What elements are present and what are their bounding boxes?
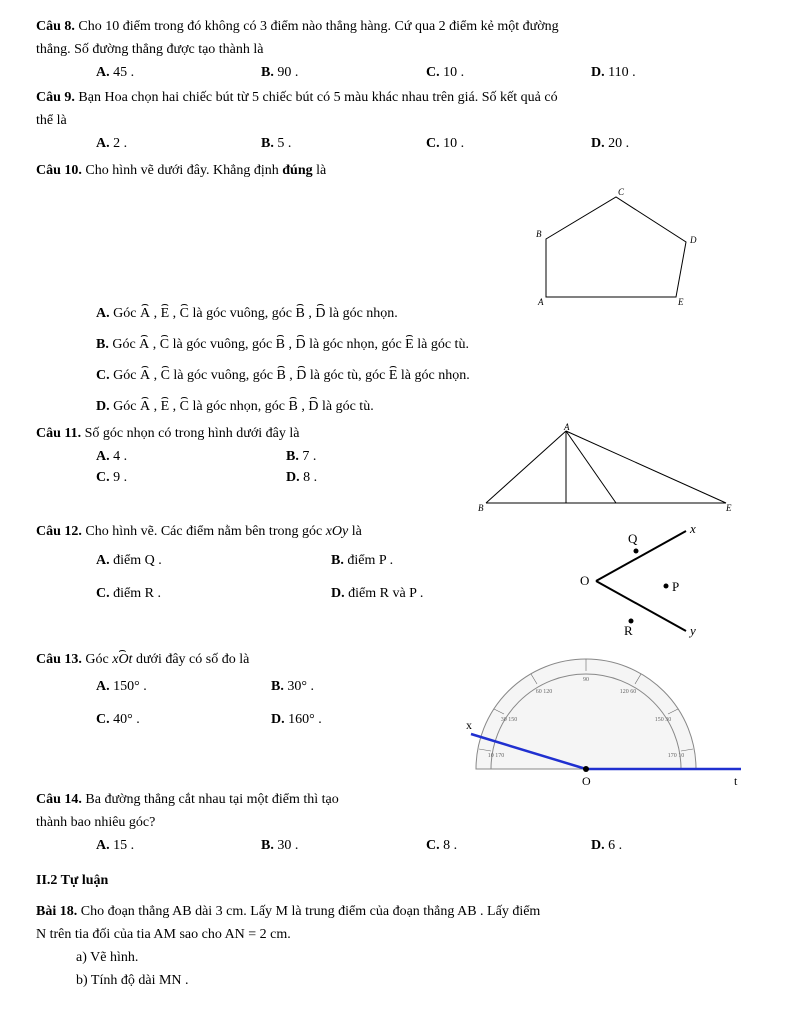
svg-text:E: E bbox=[677, 297, 684, 307]
svg-text:30 150: 30 150 bbox=[501, 717, 518, 723]
svg-text:120 60: 120 60 bbox=[620, 689, 637, 695]
question-11-row: Câu 11. Số góc nhọn có trong hình dưới đ… bbox=[36, 423, 756, 513]
svg-text:10 170: 10 170 bbox=[488, 753, 505, 759]
q9-text-a: Bạn Hoa chọn hai chiếc bút từ 5 chiếc bú… bbox=[78, 90, 557, 105]
q8-choices: A. 45 . B. 90 . C. 10 . D. 110 . bbox=[36, 62, 756, 83]
q9-choices: A. 2 . B. 5 . C. 10 . D. 20 . bbox=[36, 133, 756, 154]
question-11: Câu 11. Số góc nhọn có trong hình dưới đ… bbox=[36, 423, 476, 444]
svg-text:A: A bbox=[563, 423, 570, 432]
bai-18: Bài 18. Cho đoạn thẳng AB dài 3 cm. Lấy … bbox=[36, 901, 756, 922]
question-14: Câu 14. Ba đường thẳng cắt nhau tại một … bbox=[36, 789, 756, 810]
svg-text:B: B bbox=[536, 229, 542, 239]
q8-text-b: thẳng. Số đường thẳng được tạo thành là bbox=[36, 39, 756, 60]
q9-label: Câu 9. bbox=[36, 90, 75, 105]
svg-text:B: B bbox=[478, 503, 484, 513]
question-12-row: Câu 12. Cho hình vẽ. Các điểm nằm bên tr… bbox=[36, 521, 756, 641]
q14-label: Câu 14. bbox=[36, 792, 82, 807]
q14-choices: A. 15 . B. 30 . C. 8 . D. 6 . bbox=[36, 835, 756, 856]
svg-text:170 10: 170 10 bbox=[668, 753, 685, 759]
svg-text:E: E bbox=[725, 503, 732, 513]
b18-a: a) Vẽ hình. bbox=[36, 947, 756, 968]
svg-text:O: O bbox=[580, 573, 589, 588]
question-10: Câu 10. Cho hình vẽ dưới đây. Khẳng định… bbox=[36, 160, 756, 181]
question-8: Câu 8. Cho 10 điểm trong đó không có 3 đ… bbox=[36, 16, 756, 37]
question-12: Câu 12. Cho hình vẽ. Các điểm nằm bên tr… bbox=[36, 521, 566, 542]
q11-choices: A. 4 . B. 7 . C. 9 . D. 8 . bbox=[36, 446, 476, 488]
svg-text:x: x bbox=[689, 521, 696, 536]
q13-label: Câu 13. bbox=[36, 652, 82, 667]
b18-b: b) Tính độ dài MN . bbox=[36, 970, 756, 991]
svg-text:D: D bbox=[689, 235, 697, 245]
svg-text:x: x bbox=[466, 718, 472, 732]
q13-choices: A. 150° . B. 30° . C. 40° . D. 160° . bbox=[36, 676, 446, 730]
section-2-heading: II.2 Tự luận bbox=[36, 870, 756, 891]
b18-label: Bài 18. bbox=[36, 904, 77, 919]
q9-text-b: thể là bbox=[36, 110, 756, 131]
q11-figure: A B E bbox=[476, 423, 736, 513]
q10-opt-c: C. Góc A , C là góc vuông, góc B , D là … bbox=[36, 365, 756, 386]
q8-label: Câu 8. bbox=[36, 19, 75, 34]
question-13-row: Câu 13. Góc xOt dưới đây có số đo là A. … bbox=[36, 649, 756, 789]
q13-figure: 90 60 120 120 60 30 150 150 30 10 170 17… bbox=[446, 649, 746, 789]
svg-text:A: A bbox=[537, 297, 544, 307]
q12-figure: O Q P R x y bbox=[566, 521, 716, 641]
q10-text: Cho hình vẽ dưới đây. Khẳng định bbox=[85, 163, 282, 178]
svg-text:C: C bbox=[618, 187, 625, 197]
q10-figure: A B C D E bbox=[516, 187, 716, 317]
svg-text:Q: Q bbox=[628, 531, 638, 546]
q12-choices: A. điểm Q . B. điểm P . C. điểm R . D. đ… bbox=[36, 550, 566, 604]
question-13: Câu 13. Góc xOt dưới đây có số đo là bbox=[36, 649, 446, 670]
svg-text:t: t bbox=[734, 774, 738, 788]
q12-label: Câu 12. bbox=[36, 524, 82, 539]
svg-text:60 120: 60 120 bbox=[536, 689, 553, 695]
q10-label: Câu 10. bbox=[36, 163, 82, 178]
svg-text:P: P bbox=[672, 579, 679, 594]
svg-text:y: y bbox=[688, 623, 696, 638]
svg-text:90: 90 bbox=[583, 677, 589, 683]
q8-text-a: Cho 10 điểm trong đó không có 3 điểm nào… bbox=[78, 19, 558, 34]
q10-opt-d: D. Góc A , E , C là góc nhọn, góc B , D … bbox=[36, 396, 756, 417]
q10-opt-b: B. Góc A , C là góc vuông, góc B , D là … bbox=[36, 334, 756, 355]
svg-text:R: R bbox=[624, 623, 633, 638]
svg-text:150 30: 150 30 bbox=[655, 717, 672, 723]
q11-text: Số góc nhọn có trong hình dưới đây là bbox=[85, 426, 300, 441]
svg-text:O: O bbox=[582, 774, 591, 788]
question-9: Câu 9. Bạn Hoa chọn hai chiếc bút từ 5 c… bbox=[36, 87, 756, 108]
q11-label: Câu 11. bbox=[36, 426, 81, 441]
